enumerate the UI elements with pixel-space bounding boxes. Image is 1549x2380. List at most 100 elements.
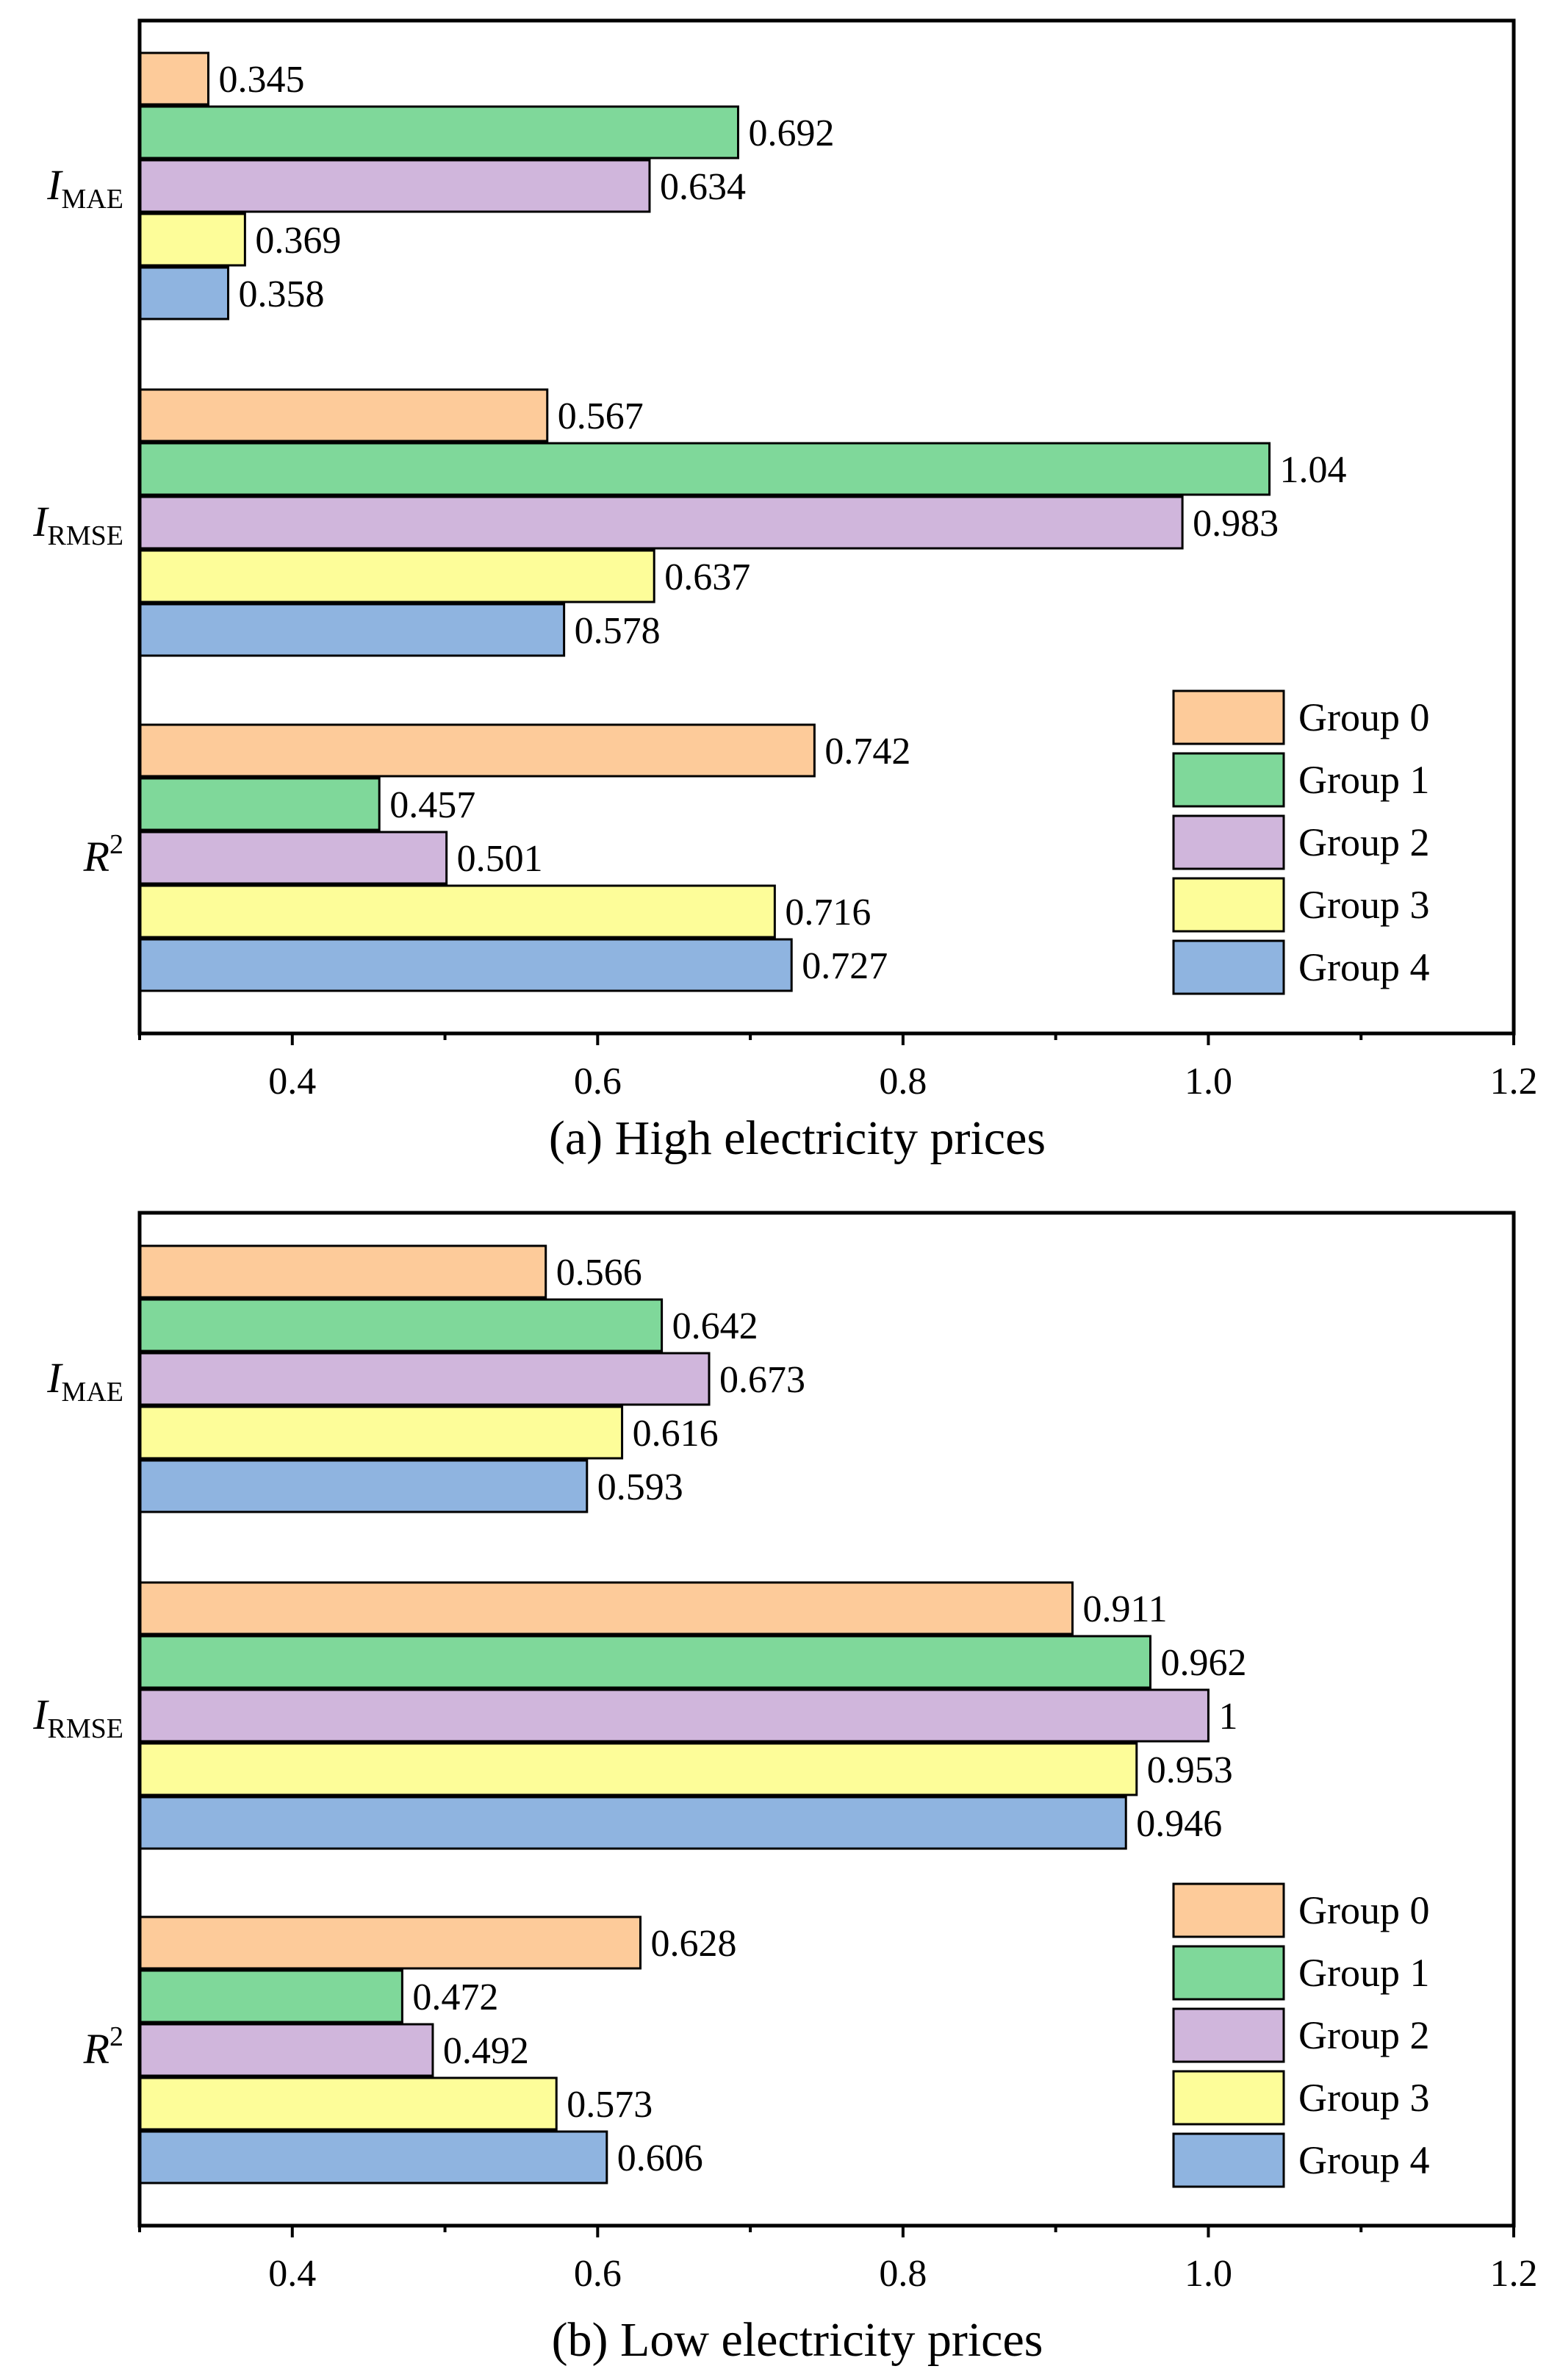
bar-i-mae-group-0 [138,51,209,106]
category-subscript: RMSE [48,520,123,551]
legend-label: Group 0 [1298,1888,1429,1932]
y-category-label: IMAE [46,1354,123,1408]
y-category-label: IRMSE [32,498,123,551]
bar-value-label: 0.501 [457,838,543,880]
bar-i-rmse-group-0 [138,1581,1074,1635]
bar-i-rmse-group-3 [138,1742,1138,1796]
legend-swatch-group-0 [1172,1882,1285,1938]
bar-value-label: 0.673 [719,1359,805,1401]
bar-i-rmse-group-2 [138,495,1184,550]
bar-value-label: 0.345 [219,59,305,101]
plot-frame [137,1211,1516,2228]
bar-i-mae-group-2 [138,1352,711,1406]
y-category-label: IRMSE [32,1691,123,1744]
bar-value-label: 0.573 [567,2084,653,2126]
bar-r-group-0 [138,1915,642,1970]
bar-r-group-0 [138,723,816,778]
bar-r-group-4 [138,938,793,992]
y-category-label: IMAE [46,161,123,215]
bar-i-rmse-group-1 [138,1635,1151,1689]
x-tick-label: 0.8 [879,2253,927,2295]
x-tick-label: 1.2 [1490,2253,1538,2295]
bar-value-label: 0.727 [802,945,888,987]
bar-value-label: 0.953 [1147,1749,1233,1791]
bar-value-label: 0.642 [672,1305,758,1347]
bar-i-mae-group-3 [138,212,246,267]
x-tick-label: 0.4 [268,2253,316,2295]
legend-label: Group 2 [1298,2013,1429,2057]
bar-r-group-2 [138,831,448,885]
bar-value-label: 0.637 [664,556,750,598]
legend-swatch-group-3 [1172,2070,1285,2126]
legend-swatch-group-2 [1172,814,1285,870]
legend: Group 0 Group 1 Group 2 Group 3 Group 4 [1172,689,1429,995]
category-subscript: RMSE [48,1713,123,1744]
bar-value-label: 0.692 [748,112,834,154]
legend-label: Group 1 [1298,758,1429,802]
bar-i-rmse-group-3 [138,549,655,603]
bar-i-mae-group-3 [138,1405,624,1460]
bar-i-rmse-group-1 [138,442,1271,496]
legend-swatch-group-1 [1172,1945,1285,2001]
category-subscript: MAE [62,1377,123,1408]
bar-value-label: 0.492 [443,2030,529,2072]
bar-value-label: 0.716 [785,892,871,933]
bar-value-label: 0.369 [255,220,341,262]
category-symbol: R [83,2025,109,2073]
legend-label: Group 4 [1298,2138,1429,2182]
category-superscript: 2 [109,829,123,860]
x-tick-label: 0.6 [574,2253,622,2295]
legend-label: Group 0 [1298,695,1429,739]
bar-value-label: 0.567 [558,395,644,437]
bar-value-label: 0.578 [575,610,661,652]
panel-caption: (a) High electricity prices [549,1111,1046,1165]
x-tick-label: 0.6 [574,1061,622,1103]
x-tick-label: 0.8 [879,1061,927,1103]
legend-swatch-group-2 [1172,2007,1285,2063]
x-tick-label: 1.0 [1185,2253,1232,2295]
bar-value-label: 1.04 [1280,449,1347,491]
bar-i-mae-group-2 [138,159,651,213]
bar-i-rmse-group-0 [138,388,549,442]
category-symbol: I [46,1354,63,1402]
bar-r-group-2 [138,2023,434,2077]
legend-label: Group 3 [1298,2076,1429,2120]
legend-swatch-group-1 [1172,752,1285,808]
bar-i-mae-group-4 [138,266,230,320]
legend-label: Group 3 [1298,883,1429,927]
panel-caption: (b) Low electricity prices [552,2313,1043,2367]
bar-i-mae-group-1 [138,105,739,159]
plot-frame [137,18,1516,1036]
legend-label: Group 4 [1298,945,1429,989]
bar-r-group-1 [138,777,381,831]
category-symbol: I [32,1691,49,1738]
bar-i-mae-group-0 [138,1244,547,1299]
bar-value-label: 0.634 [660,166,746,208]
bar-i-rmse-group-4 [138,603,566,657]
category-symbol: I [46,161,63,209]
bar-r-group-3 [138,884,776,939]
legend-swatch-group-3 [1172,877,1285,933]
legend-swatch-group-4 [1172,2132,1285,2188]
bar-i-rmse-group-4 [138,1796,1127,1850]
bar-r-group-3 [138,2076,558,2131]
legend-swatch-group-0 [1172,689,1285,745]
bar-r-group-4 [138,2130,608,2184]
legend-label: Group 2 [1298,820,1429,864]
legend-label: Group 1 [1298,1951,1429,1995]
bar-value-label: 0.472 [412,1976,498,2018]
bar-i-mae-group-4 [138,1459,589,1513]
bar-value-label: 1 [1218,1696,1237,1738]
y-category-label: R2 [83,2021,123,2073]
bar-value-label: 0.606 [617,2137,703,2179]
x-tick-label: 1.0 [1185,1061,1232,1103]
category-subscript: MAE [62,184,123,215]
bar-value-label: 0.566 [556,1252,642,1294]
category-symbol: R [83,833,109,881]
category-superscript: 2 [109,2021,123,2052]
bar-value-label: 0.742 [824,731,910,773]
category-symbol: I [32,498,49,545]
chart-panel-0: 0.3450.6920.6340.3690.358IMAE0.5671.040.… [32,18,1538,1165]
bar-i-rmse-group-2 [138,1688,1210,1743]
